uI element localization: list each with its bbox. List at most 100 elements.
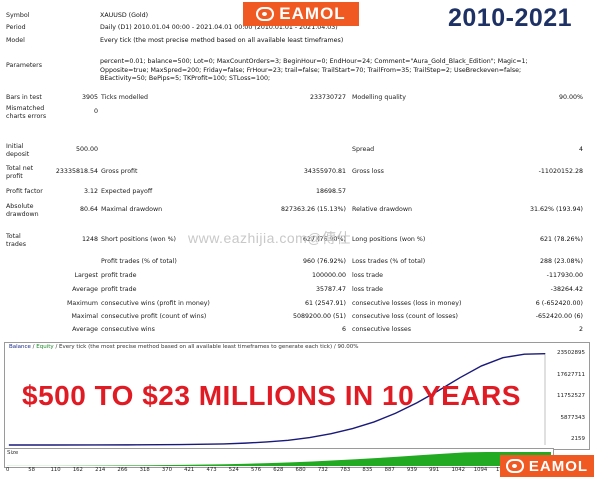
stat-value: 31.62% (193.94) xyxy=(530,206,583,213)
balance-point xyxy=(330,433,332,435)
balance-point xyxy=(287,439,289,441)
y-tick-label: 23502895 xyxy=(557,350,585,356)
x-tick-label: 991 xyxy=(429,467,440,473)
stat-value: 500.00 xyxy=(75,146,98,153)
balance-point xyxy=(373,421,375,423)
balance-point xyxy=(481,365,482,367)
stat-label: Initial deposit xyxy=(6,143,30,158)
stat-value: 23335818.54 xyxy=(55,168,98,175)
chart-header: Balance / Equity / Every tick (the most … xyxy=(9,344,359,350)
x-tick-label: 1042 xyxy=(451,467,465,473)
stat-value: 61 (2547.91) xyxy=(305,300,346,307)
report-row-text: Every tick (the most precise method base… xyxy=(100,37,344,44)
stat-value: -117930.00 xyxy=(546,272,583,279)
balance-point xyxy=(223,443,225,445)
stat-label: loss trade xyxy=(352,286,383,293)
stat-value: 1248 xyxy=(81,236,98,243)
stat-value: 3.12 xyxy=(83,188,98,195)
stat-label: Maximal xyxy=(71,313,98,320)
parameters-text: percent=0.01; balance=500; Lot=0; MaxCou… xyxy=(100,58,528,82)
stat-label: Gross loss xyxy=(352,168,384,175)
stat-value: 100000.00 xyxy=(311,272,346,279)
stat-label: Short positions (won %) xyxy=(101,236,177,243)
stat-label: Absolute drawdown xyxy=(6,203,39,218)
stat-label: Gross profit xyxy=(101,168,138,175)
stat-label: Profit factor xyxy=(6,188,43,195)
stat-label: consecutive losses xyxy=(352,326,412,333)
balance-point xyxy=(416,402,418,404)
stat-label: profit trade xyxy=(101,286,137,293)
stat-value: 6 (-652420.00) xyxy=(535,300,583,307)
stat-label: Maximal drawdown xyxy=(101,206,163,213)
x-tick-label: 783 xyxy=(340,467,351,473)
x-tick-label: 110 xyxy=(50,467,61,473)
x-tick-label: 421 xyxy=(184,467,195,473)
eamol-logo-icon xyxy=(505,459,524,473)
balance-point xyxy=(544,353,546,355)
stat-label: consecutive losses (loss in money) xyxy=(352,300,462,307)
balance-point xyxy=(309,437,311,438)
x-tick-label: 887 xyxy=(384,467,395,473)
size-label: Size xyxy=(7,450,19,456)
stat-label: Spread xyxy=(352,146,375,153)
stat-label: Bars in test xyxy=(6,94,42,101)
balance-curve-svg xyxy=(8,352,546,446)
stat-label: Mismatched charts errors xyxy=(6,105,47,120)
balance-point xyxy=(352,428,353,429)
x-tick-label: 576 xyxy=(251,467,262,473)
x-tick-label: 370 xyxy=(161,467,173,473)
stat-label: Total net profit xyxy=(6,165,34,180)
stat-label: consecutive loss (count of losses) xyxy=(352,313,458,320)
x-tick-label: 732 xyxy=(317,467,328,473)
report-row-text: Daily (D1) 2010.01.04 00:00 - 2021.04.01… xyxy=(100,24,338,31)
stat-value: 627 (76.90%) xyxy=(303,236,346,243)
stat-label: profit trade xyxy=(101,272,137,279)
footer-brand-name: EAMOL xyxy=(528,457,589,475)
x-tick-label: 318 xyxy=(139,467,150,473)
eamol-footer-logo: EAMOL xyxy=(500,455,594,477)
x-tick-label: 835 xyxy=(362,467,373,473)
report-row-text: XAUUSD (Gold) xyxy=(100,12,149,19)
strategy-tester-report: Symbol XAUUSD (Gold) Period Daily (D1) 2010… xyxy=(6,12,583,333)
size-area xyxy=(7,452,551,466)
balance-point xyxy=(459,377,461,379)
stat-value: 4 xyxy=(578,146,583,153)
balance-point xyxy=(94,444,96,446)
y-tick-label: 5877343 xyxy=(560,414,586,421)
stat-value: 80.64 xyxy=(79,206,98,213)
chart-header-text: / Every tick (the most precise method ba… xyxy=(53,344,359,350)
stat-label: Profit trades (% of total) xyxy=(101,258,177,265)
x-tick-label: 473 xyxy=(206,467,217,473)
balance-point xyxy=(523,353,525,355)
balance-point xyxy=(395,412,396,414)
x-tick-label: 524 xyxy=(228,467,239,473)
balance-legend: Balance xyxy=(9,344,31,350)
stat-label: consecutive wins (profit in money) xyxy=(101,300,210,307)
stat-value: -11020152.28 xyxy=(538,168,583,175)
stat-label: Relative drawdown xyxy=(352,206,412,213)
equity-legend: Equity xyxy=(36,344,54,350)
stat-value: 960 (76.92%) xyxy=(303,258,346,265)
stat-value: 6 xyxy=(341,326,346,333)
stat-label: Maximum xyxy=(66,300,98,307)
y-tick-label: 2159 xyxy=(571,436,585,442)
x-tick-label: 58 xyxy=(28,467,36,473)
report-row-label: Model xyxy=(6,37,25,44)
stat-label: Average xyxy=(72,286,98,293)
stat-value: 90.00% xyxy=(558,94,583,101)
eamol-logo-icon xyxy=(256,7,275,21)
balance-point xyxy=(180,444,182,445)
stat-label: Average xyxy=(72,326,98,333)
stat-value: 827363.26 (15.13%) xyxy=(281,206,346,213)
stat-value: 288 (23.08%) xyxy=(540,258,583,265)
balance-point xyxy=(137,444,139,446)
size-histogram-svg xyxy=(7,452,551,466)
x-tick-label: 214 xyxy=(95,467,106,473)
stat-value: 35787.47 xyxy=(315,286,346,293)
brand-name: EAMOL xyxy=(279,4,346,23)
stat-label: consecutive profit (count of wins) xyxy=(101,313,207,320)
y-tick-label: 11752527 xyxy=(557,393,585,399)
balance-point xyxy=(51,444,53,446)
x-tick-label: 1094 xyxy=(473,467,488,473)
x-tick-label: 939 xyxy=(406,467,418,473)
